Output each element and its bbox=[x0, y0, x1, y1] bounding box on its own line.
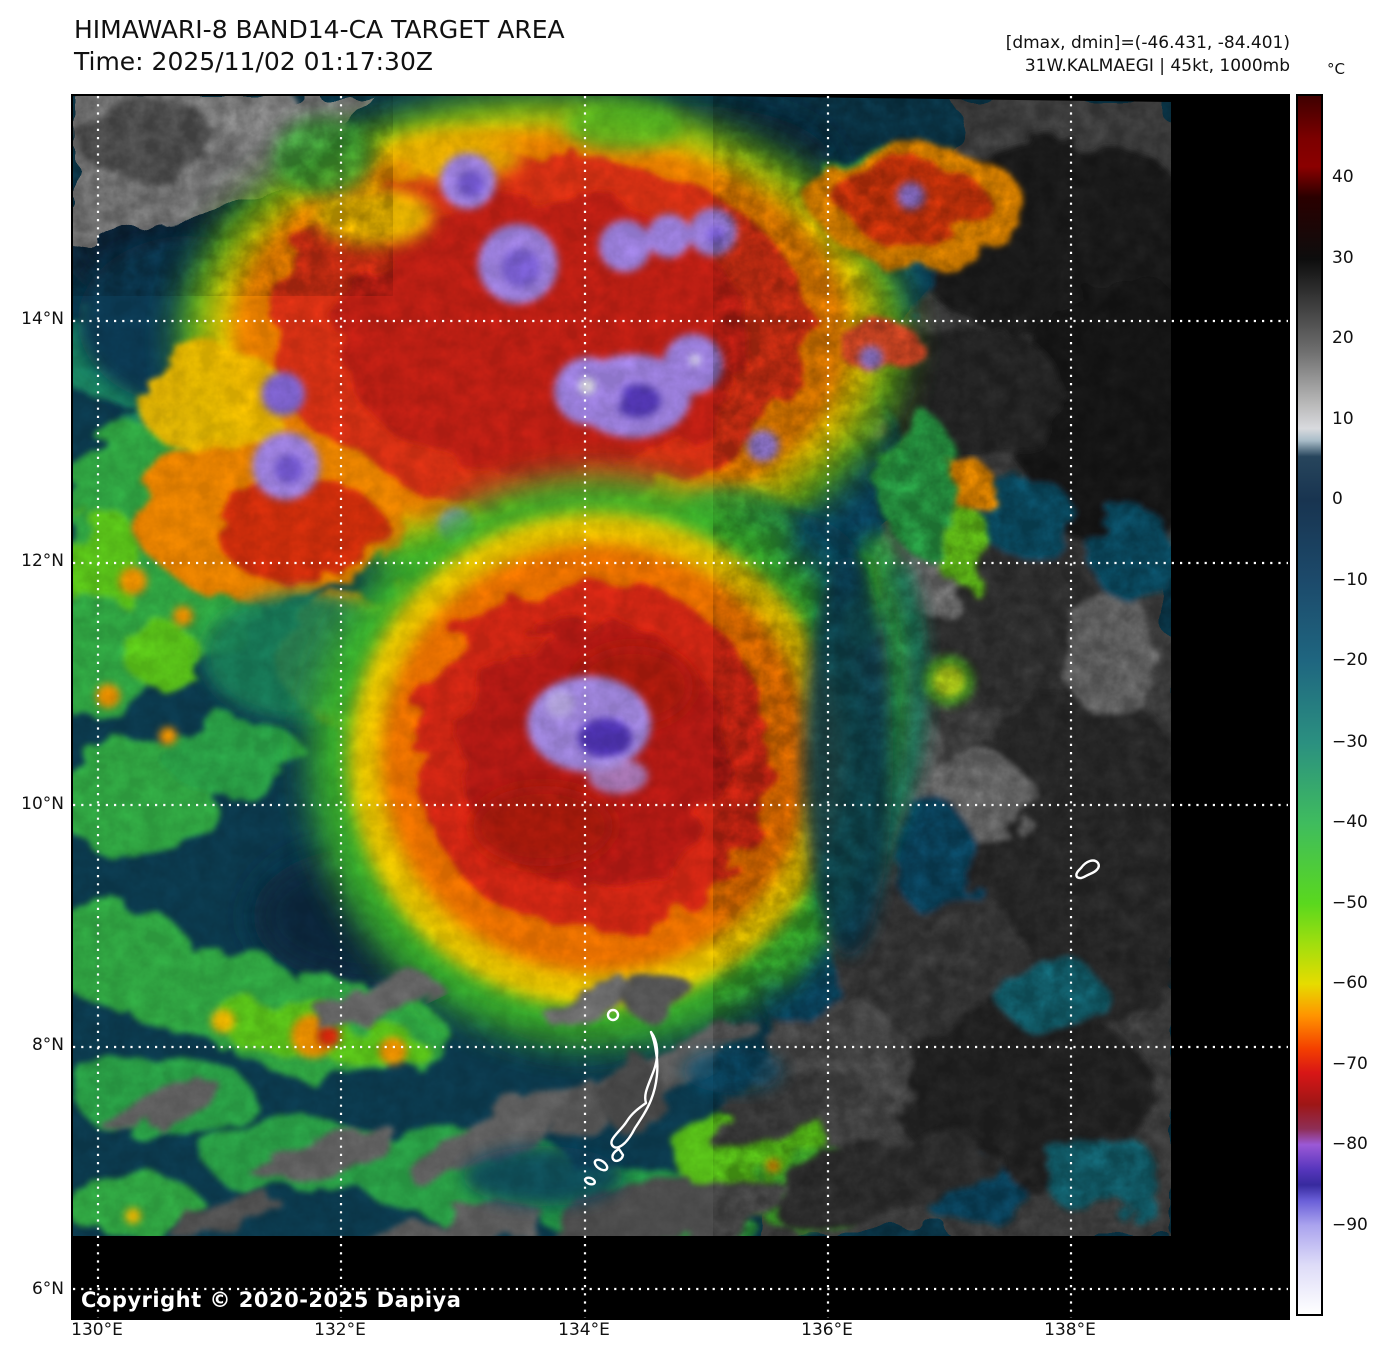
x-axis-label-134e: 134°E bbox=[558, 1320, 610, 1340]
storm-id-text: 31W.KALMAEGI | 45kt, 1000mb bbox=[1024, 56, 1290, 76]
y-axis-label-6n: 6°N bbox=[31, 1279, 64, 1299]
yap-outline bbox=[1075, 859, 1100, 880]
x-axis-label-138e: 138°E bbox=[1044, 1320, 1096, 1340]
colorbar-tick-n20: −20 bbox=[1332, 650, 1368, 670]
colorbar-tick-n70: −70 bbox=[1332, 1054, 1368, 1074]
palau-north-islet bbox=[606, 1008, 620, 1022]
figure-title: HIMAWARI-8 BAND14-CA TARGET AREA Time: 2… bbox=[74, 14, 565, 78]
dmax-dmin-text: [dmax, dmin]=(-46.431, -84.401) bbox=[1005, 33, 1290, 53]
colorbar-tick-10: 10 bbox=[1332, 409, 1354, 429]
colorbar-unit-label: °C bbox=[1327, 60, 1345, 78]
x-axis-label-130e: 130°E bbox=[71, 1320, 123, 1340]
y-axis-label-8n: 8°N bbox=[31, 1035, 64, 1055]
no-data-margins bbox=[73, 96, 1288, 1318]
colorbar-tick-20: 20 bbox=[1332, 328, 1354, 348]
colorbar-tick-30: 30 bbox=[1332, 248, 1354, 268]
y-axis-label-12n: 12°N bbox=[21, 551, 64, 571]
colorbar-tick-n60: −60 bbox=[1332, 973, 1368, 993]
lat-lon-gridlines bbox=[73, 96, 1288, 1318]
colorbar bbox=[1296, 94, 1323, 1316]
satellite-scene bbox=[73, 96, 1288, 1318]
colorbar-tick-40: 40 bbox=[1332, 167, 1354, 187]
island-outlines bbox=[583, 859, 1100, 1186]
colorbar-tick-n40: −40 bbox=[1332, 812, 1368, 832]
copyright-text: Copyright © 2020-2025 Dapiya bbox=[81, 1288, 462, 1312]
colorbar-tick-n30: −30 bbox=[1332, 732, 1368, 752]
colorbar-tick-n90: −90 bbox=[1332, 1215, 1368, 1235]
palau-mid-islet bbox=[611, 1147, 625, 1163]
title-line-2: Time: 2025/11/02 01:17:30Z bbox=[74, 47, 433, 76]
palau-outline bbox=[610, 1030, 659, 1149]
cloud-grain-texture bbox=[73, 96, 1288, 1318]
x-axis-label-132e: 132°E bbox=[314, 1320, 366, 1340]
colorbar-tick-0: 0 bbox=[1332, 489, 1343, 509]
title-line-1: HIMAWARI-8 BAND14-CA TARGET AREA bbox=[74, 15, 565, 44]
y-axis-label-10n: 10°N bbox=[21, 794, 64, 814]
colorbar-tick-n50: −50 bbox=[1332, 893, 1368, 913]
map-plot: Copyright © 2020-2025 Dapiya bbox=[71, 94, 1290, 1320]
palau-south-islet-1 bbox=[593, 1158, 609, 1172]
x-axis-label-136e: 136°E bbox=[801, 1320, 853, 1340]
colorbar-tick-n10: −10 bbox=[1332, 570, 1368, 590]
storm-annotation: [dmax, dmin]=(-46.431, -84.401) 31W.KALM… bbox=[1006, 32, 1290, 78]
y-axis-label-14n: 14°N bbox=[21, 309, 64, 329]
colorbar-tick-n80: −80 bbox=[1332, 1134, 1368, 1154]
